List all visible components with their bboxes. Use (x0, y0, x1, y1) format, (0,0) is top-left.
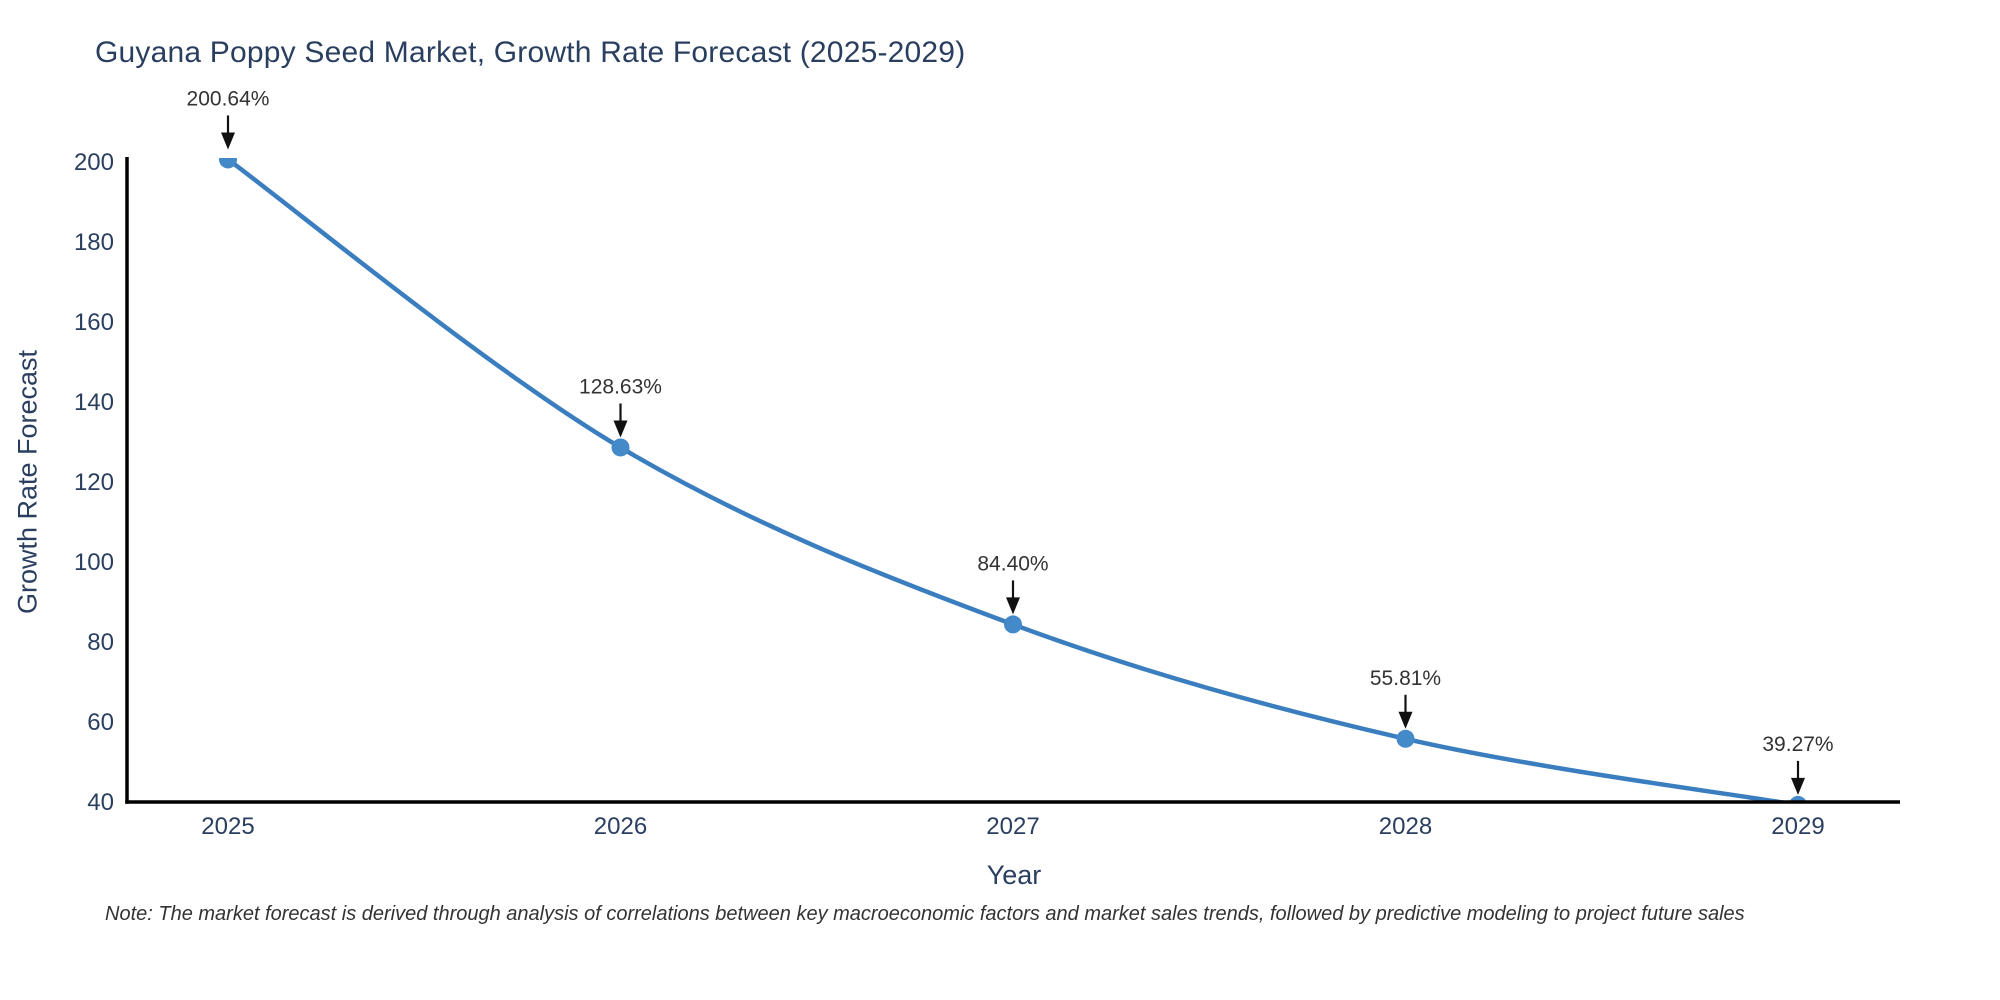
annotation-label: 200.64% (187, 87, 270, 110)
data-point-marker (1396, 729, 1415, 748)
y-tick-label: 180 (74, 229, 114, 256)
y-tick-label: 40 (87, 789, 114, 816)
data-point-marker (1004, 615, 1022, 634)
annotation-label: 128.63% (579, 375, 662, 398)
tick-labels: 40 60 80 100 120 140 160 180 200 2025 2026 2027 2028… (74, 149, 1825, 840)
annotation-label: 84.40% (977, 552, 1048, 575)
data-point-marker (1789, 795, 1807, 802)
x-tick-label: 2028 (1379, 813, 1432, 840)
y-tick-label: 60 (87, 709, 114, 736)
y-tick-label: 120 (74, 469, 114, 496)
y-tick-label: 200 (74, 149, 114, 176)
annotation-label: 39.27% (1762, 733, 1833, 756)
y-tick-label: 140 (74, 389, 114, 416)
x-tick-label: 2025 (201, 813, 254, 840)
x-tick-label: 2026 (594, 813, 647, 840)
x-tick-label: 2029 (1771, 813, 1824, 840)
data-point-marker (611, 438, 630, 457)
annotation-arrow-head (613, 420, 628, 438)
chart-title: Guyana Poppy Seed Market, Growth Rate Fo… (95, 36, 966, 69)
x-tick-label: 2027 (986, 813, 1039, 840)
y-tick-label: 80 (87, 629, 114, 656)
annotation-label: 55.81% (1370, 667, 1441, 690)
data-point-marker (219, 158, 237, 169)
annotation-arrow-head (1398, 711, 1413, 729)
annotation-arrow-head (1006, 597, 1020, 615)
series-growth-rate (219, 158, 1807, 802)
point-annotations: 200.64% 128.63% 84.40% 55.81% 39.27% (187, 87, 1834, 795)
x-axis-title: Year (986, 860, 1042, 890)
axes (125, 157, 1900, 804)
annotation-arrow-head (221, 132, 235, 150)
y-tick-label: 100 (74, 549, 114, 576)
footnote: Note: The market forecast is derived thr… (105, 903, 1745, 925)
y-tick-label: 160 (74, 309, 114, 336)
series-line (226, 158, 1795, 802)
annotation-arrow-head (1791, 777, 1805, 795)
